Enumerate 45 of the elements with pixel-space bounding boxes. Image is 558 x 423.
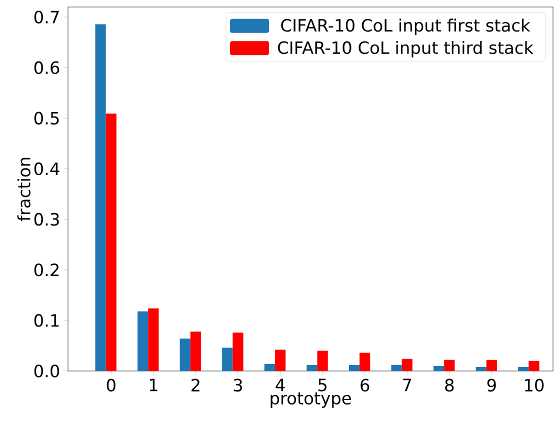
x-tick-label: 7 (403, 378, 412, 392)
bar (528, 360, 540, 371)
bar (391, 364, 402, 371)
bar (180, 338, 190, 371)
bar (95, 24, 106, 371)
bar (222, 348, 233, 371)
bar (486, 360, 497, 371)
x-tick-label: 4 (276, 378, 285, 392)
x-tick-label: 10 (525, 378, 544, 392)
bar (360, 352, 370, 371)
bar (148, 308, 159, 371)
y-tick-label: 0.2 (34, 263, 59, 276)
bar (232, 332, 244, 371)
bar (317, 350, 328, 371)
y-tick-label: 0.4 (34, 162, 60, 176)
bar (476, 366, 486, 371)
bar (434, 366, 444, 371)
bar (348, 364, 360, 371)
y-tick-label: 0.6 (34, 61, 60, 74)
legend-label: CIFAR-10 CoL input third stack (278, 40, 534, 58)
y-tick-label: 0.3 (34, 212, 59, 226)
bar (264, 364, 275, 371)
y-axis-title: fraction (17, 158, 30, 222)
x-tick-label: 1 (150, 378, 158, 392)
y-tick-label: 0.0 (34, 364, 60, 378)
bar (274, 350, 286, 371)
x-axis-title: prototype (270, 392, 351, 408)
y-tick-label: 0.5 (34, 112, 59, 125)
y-tick-label: 0.7 (34, 10, 59, 24)
x-tick-label: 6 (360, 378, 370, 392)
y-tick-label: 0.1 (34, 314, 59, 327)
bar (518, 366, 529, 371)
bar (306, 364, 318, 371)
x-tick-label: 0 (106, 378, 116, 392)
bar (444, 360, 455, 371)
x-tick-label: 5 (318, 378, 326, 392)
bar (190, 332, 201, 371)
x-tick-label: 9 (487, 378, 496, 392)
bar (138, 311, 148, 371)
bar (106, 114, 116, 371)
x-tick-label: 3 (234, 378, 242, 392)
x-tick-label: 2 (192, 378, 200, 392)
x-tick-label: 8 (445, 378, 454, 392)
bar (402, 358, 412, 371)
legend-label: CIFAR-10 CoL input first stack (281, 18, 530, 36)
